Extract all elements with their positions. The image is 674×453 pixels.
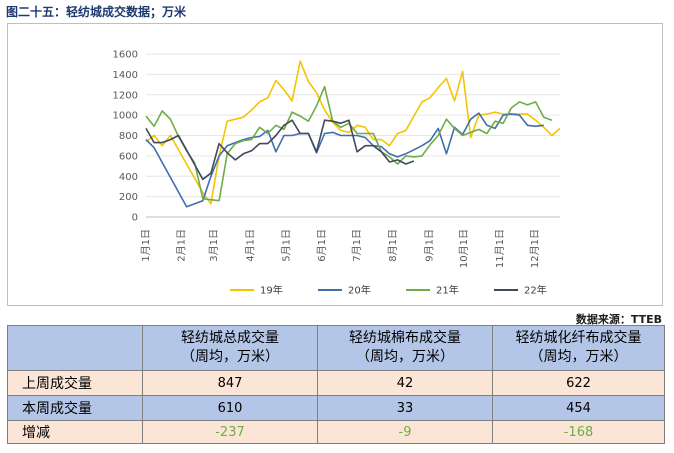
- x-tick-label: 3月1日: [208, 229, 220, 262]
- header-cotton-unit: （周均，万米）: [356, 349, 454, 365]
- cell-value: 847: [142, 370, 318, 396]
- legend-label: 22年: [524, 284, 547, 297]
- header-synthetic-title: 轻纺城化纤布成交量: [515, 330, 642, 346]
- x-tick-label: 6月1日: [316, 229, 328, 262]
- table-header-row: 轻纺城总成交量 （周均，万米） 轻纺城棉布成交量 （周均，万米） 轻纺城化纤布成…: [7, 325, 665, 371]
- header-cotton: 轻纺城棉布成交量 （周均，万米）: [317, 325, 493, 371]
- volume-table: 轻纺城总成交量 （周均，万米） 轻纺城棉布成交量 （周均，万米） 轻纺城化纤布成…: [7, 325, 665, 444]
- cell-value: -9: [317, 420, 493, 444]
- cell-value: 622: [492, 370, 665, 396]
- y-tick-label: 1600: [113, 50, 138, 61]
- header-synthetic-unit: （周均，万米）: [529, 349, 628, 365]
- y-tick-label: 1000: [113, 111, 138, 122]
- x-tick-label: 2月1日: [176, 229, 188, 262]
- legend-label: 21年: [436, 284, 459, 297]
- cell-value: -168: [492, 420, 665, 444]
- x-tick-label: 1月1日: [140, 229, 152, 262]
- header-total-unit: （周均，万米）: [181, 349, 279, 365]
- x-tick-label: 7月1日: [351, 229, 363, 262]
- cell-value: -237: [142, 420, 318, 444]
- chart-title: 图二十五：轻纺城成交数据；万米: [6, 5, 187, 19]
- series-line-22年: [145, 119, 415, 181]
- legend-label: 19年: [260, 284, 283, 297]
- table-row: 增减 -237 -9 -168: [7, 420, 665, 444]
- y-tick-label: 200: [119, 192, 138, 203]
- row-label: 增减: [7, 420, 143, 444]
- y-tick-label: 800: [119, 131, 138, 142]
- table-row: 上周成交量 847 42 622: [7, 370, 665, 396]
- x-tick-label: 4月1日: [245, 229, 257, 262]
- y-tick-label: 400: [119, 172, 138, 183]
- header-synthetic: 轻纺城化纤布成交量 （周均，万米）: [492, 325, 665, 371]
- header-cotton-title: 轻纺城棉布成交量: [349, 330, 461, 346]
- y-tick-label: 600: [119, 151, 138, 162]
- header-total-title: 轻纺城总成交量: [181, 330, 279, 346]
- x-tick-label: 12月1日: [529, 229, 541, 268]
- x-tick-label: 9月1日: [423, 229, 435, 262]
- y-tick-label: 1200: [113, 90, 138, 101]
- y-tick-label: 0: [132, 213, 138, 224]
- row-label: 本周成交量: [7, 395, 143, 421]
- data-source: 数据来源：TTEB: [575, 313, 662, 326]
- table-corner: [7, 325, 143, 371]
- line-chart: 0 200 400 600 800 1000 1200 1400 1600 1月1日 2月1日 3月1…: [113, 50, 561, 297]
- y-tick-label: 1400: [113, 70, 138, 81]
- cell-value: 610: [142, 395, 318, 421]
- legend-label: 20年: [348, 284, 371, 297]
- header-total: 轻纺城总成交量 （周均，万米）: [142, 325, 318, 371]
- x-tick-label: 10月1日: [458, 229, 470, 268]
- series-line-19年: [145, 60, 561, 205]
- cell-value: 33: [317, 395, 493, 421]
- row-label: 上周成交量: [7, 370, 143, 396]
- x-tick-label: 8月1日: [387, 229, 399, 262]
- series-line-20年: [145, 112, 544, 208]
- x-tick-label: 11月1日: [494, 229, 506, 268]
- cell-value: 454: [492, 395, 665, 421]
- x-tick-label: 5月1日: [280, 229, 292, 262]
- cell-value: 42: [317, 370, 493, 396]
- chart-frame: 0 200 400 600 800 1000 1200 1400 1600 1月1日 2月1日 3月1…: [7, 23, 663, 306]
- series-line-21年: [145, 85, 553, 202]
- table-row: 本周成交量 610 33 454: [7, 395, 665, 421]
